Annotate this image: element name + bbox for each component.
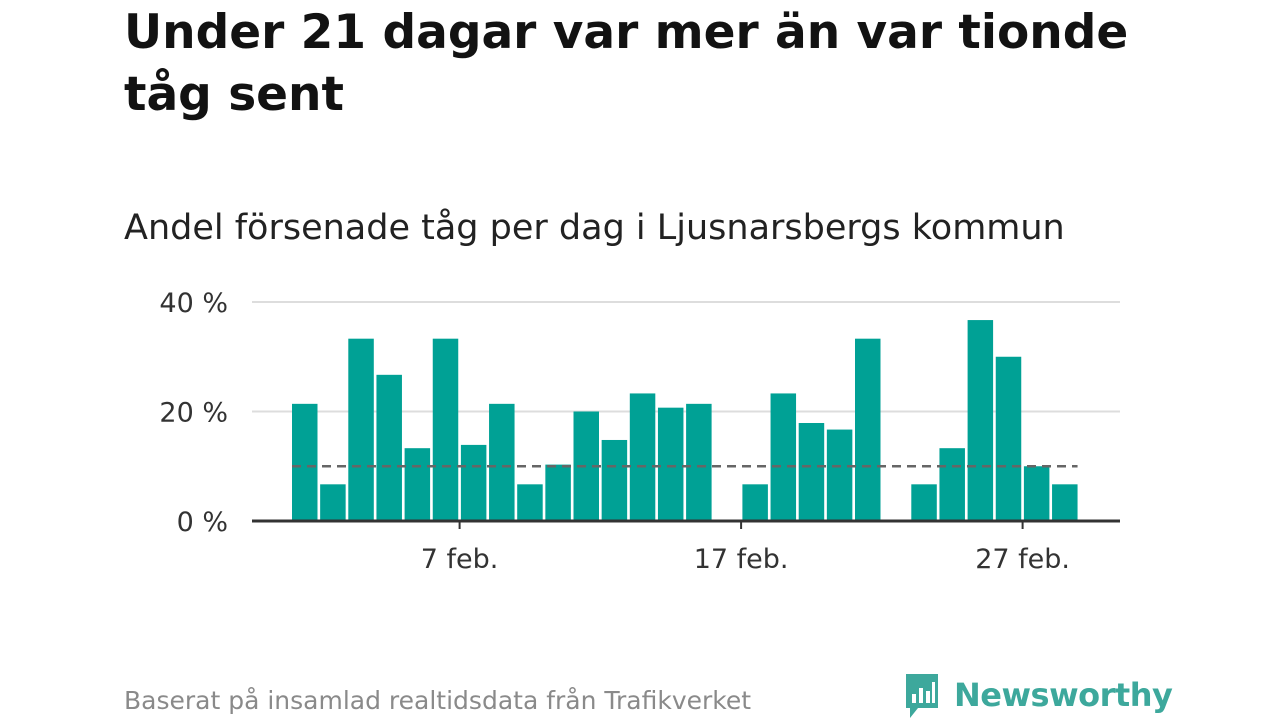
bar: [742, 484, 768, 521]
bar: [489, 403, 515, 521]
bar: [404, 448, 431, 521]
bar: [855, 338, 881, 521]
bar: [939, 448, 965, 521]
bar: [995, 356, 1022, 521]
bar: [657, 407, 684, 521]
y-tick-label: 40 %: [159, 288, 228, 319]
bar: [770, 393, 797, 521]
bar-chart: 0 % 20 % 40 % 7 feb. 17 feb. 27 feb.: [159, 288, 1120, 575]
bar: [601, 439, 628, 521]
bar: [1023, 466, 1050, 521]
bar: [911, 484, 937, 521]
bar: [348, 338, 374, 521]
x-axis-labels: 7 feb. 17 feb. 27 feb.: [421, 521, 1070, 575]
bar: [967, 320, 994, 521]
bars: [292, 320, 1078, 521]
y-tick-label: 20 %: [159, 398, 228, 429]
newsworthy-logo: Newsworthy: [902, 668, 1173, 722]
bar: [432, 338, 459, 521]
x-tick-label: 27 feb.: [975, 544, 1070, 575]
bar: [376, 374, 402, 521]
chart-subtitle: Andel försenade tåg per dag i Ljusnarsbe…: [124, 208, 1065, 248]
y-axis-labels: 0 % 20 % 40 %: [159, 288, 228, 538]
bar: [826, 429, 853, 521]
source-note: Baserat på insamlad realtidsdata från Tr…: [124, 686, 752, 715]
bar: [629, 393, 656, 521]
bar: [686, 403, 712, 521]
brand-name: Newsworthy: [954, 676, 1173, 714]
chart-title: Under 21 dagar var mer än var tionde tåg…: [124, 5, 1129, 122]
x-tick-label: 17 feb.: [694, 544, 789, 575]
y-tick-label: 0 %: [177, 507, 228, 538]
x-tick-label: 7 feb.: [421, 544, 499, 575]
bar: [460, 444, 487, 521]
newsworthy-logo-icon: [906, 674, 938, 718]
bar: [320, 484, 346, 521]
bar: [545, 464, 571, 521]
bar: [292, 403, 318, 521]
bar: [517, 484, 543, 521]
bar: [1052, 484, 1078, 521]
bar: [798, 422, 825, 521]
